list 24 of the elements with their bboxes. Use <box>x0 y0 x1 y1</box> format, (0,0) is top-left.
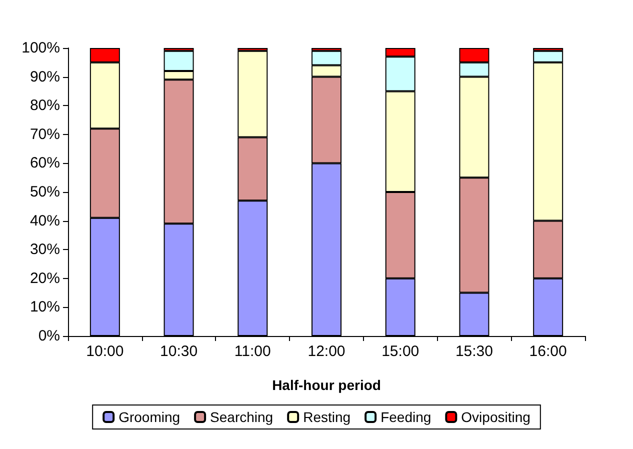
legend-label: Searching <box>210 409 274 425</box>
x-tick-label: 12:00 <box>308 343 346 360</box>
x-tick-label: 11:00 <box>234 343 271 360</box>
legend-label: Resting <box>303 409 351 425</box>
x-tick-label: 15:30 <box>455 343 493 360</box>
x-tick-label: 15:00 <box>382 343 420 360</box>
y-tick-label: 10% <box>30 298 60 316</box>
legend-label: Grooming <box>118 409 180 425</box>
y-tick-label: 50% <box>30 184 60 200</box>
y-tick-label: 80% <box>30 97 60 114</box>
y-tick-label: 20% <box>30 270 60 287</box>
y-tick-label: 90% <box>30 68 60 86</box>
x-tick-label: 10:00 <box>86 343 124 360</box>
y-tick-label: 40% <box>30 212 60 230</box>
y-tick-label: 0% <box>38 328 60 344</box>
y-tick-label: 70% <box>30 126 60 143</box>
x-axis-title: Half-hour period <box>272 377 381 393</box>
y-tick-label: 60% <box>30 154 60 172</box>
y-tick-label: 30% <box>30 241 60 258</box>
y-tick-label: 100% <box>22 40 60 56</box>
x-tick-label: 16:00 <box>529 343 567 360</box>
x-tick-label: 10:30 <box>160 343 198 360</box>
legend-label: Feeding <box>380 409 432 425</box>
legend-label: Ovipositing <box>461 409 530 425</box>
